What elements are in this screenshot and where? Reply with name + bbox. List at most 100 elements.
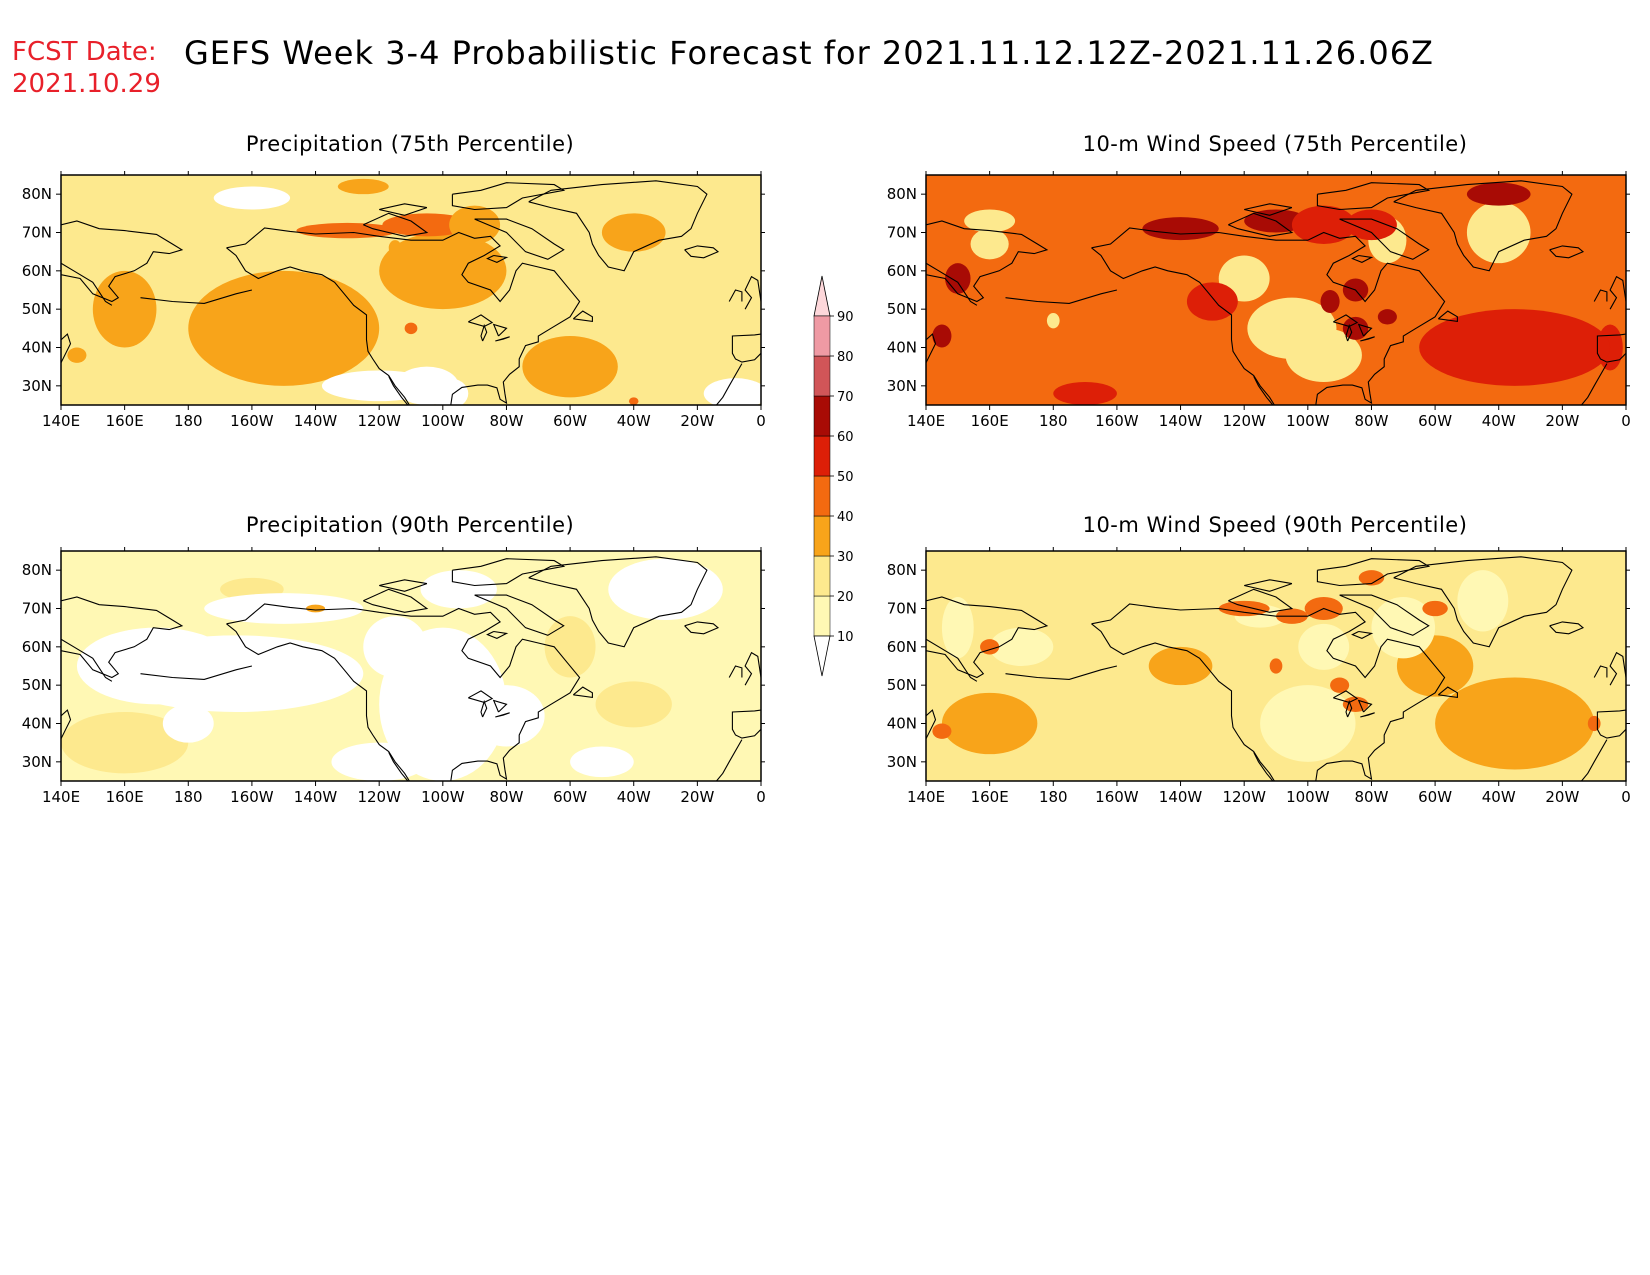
lon-tick-label: 100W bbox=[421, 788, 465, 806]
field-contour bbox=[932, 324, 952, 348]
field-contour bbox=[388, 240, 402, 256]
coastline bbox=[226, 603, 581, 781]
coastline bbox=[1244, 579, 1293, 592]
coastline bbox=[495, 712, 510, 718]
field-contour bbox=[363, 616, 427, 678]
field-contour bbox=[1466, 182, 1531, 206]
lat-tick-label: 30N bbox=[887, 753, 917, 771]
coastline bbox=[1339, 594, 1430, 636]
coastline bbox=[495, 336, 510, 342]
lon-tick-label: 180 bbox=[1039, 412, 1068, 430]
coastline bbox=[528, 556, 708, 648]
coastline bbox=[1593, 665, 1608, 678]
lat-tick-label: 80N bbox=[22, 561, 52, 579]
lat-tick-label: 70N bbox=[22, 600, 52, 618]
lon-tick-label: 100W bbox=[1286, 412, 1330, 430]
map-panel-wind90: 140E 160E 180 160W 140W 120W 100W 80W 60W 40W 20W 0… bbox=[887, 547, 1631, 806]
coastline bbox=[363, 588, 429, 613]
field-contour bbox=[522, 336, 618, 398]
lon-tick-label: 40W bbox=[617, 788, 651, 806]
field-contour bbox=[213, 186, 291, 210]
field-contour bbox=[92, 270, 157, 348]
field-contour bbox=[964, 209, 1016, 233]
lon-tick-label: 160W bbox=[1095, 412, 1139, 430]
coastline bbox=[226, 623, 410, 781]
coastline bbox=[1437, 310, 1458, 323]
map-frame bbox=[60, 550, 762, 782]
colorbar-label: 80 bbox=[837, 350, 854, 365]
field-contour bbox=[1260, 685, 1356, 762]
coastline bbox=[731, 333, 761, 363]
colorbar-label: 40 bbox=[837, 510, 854, 525]
lon-tick-label: 80W bbox=[1354, 412, 1388, 430]
coastline bbox=[1091, 603, 1446, 781]
coastline bbox=[480, 699, 488, 718]
coastlines bbox=[926, 556, 1626, 781]
lon-tick-label: 60W bbox=[1418, 412, 1452, 430]
coastline bbox=[1596, 709, 1626, 739]
coastline bbox=[226, 227, 581, 405]
field-contour bbox=[1587, 715, 1601, 732]
coastline bbox=[1228, 588, 1294, 613]
lon-tick-label: 180 bbox=[1039, 788, 1068, 806]
field-contour bbox=[1186, 282, 1238, 321]
lon-tick-label: 160W bbox=[230, 788, 274, 806]
lon-tick-label: 20W bbox=[680, 412, 714, 430]
coastline bbox=[1228, 212, 1294, 237]
coastline bbox=[1333, 314, 1359, 327]
field-contour bbox=[331, 742, 427, 781]
coastline bbox=[1244, 203, 1293, 216]
field-contour bbox=[1053, 382, 1117, 405]
coastline bbox=[1345, 699, 1353, 718]
field-contour bbox=[1320, 290, 1340, 313]
lat-tick-label: 40N bbox=[22, 715, 52, 733]
lon-tick-label: 0 bbox=[1621, 412, 1631, 430]
coastline bbox=[451, 558, 566, 587]
lon-tick-label: 160E bbox=[106, 412, 144, 430]
lon-tick-label: 160W bbox=[230, 412, 274, 430]
coastline bbox=[528, 180, 708, 272]
coastline bbox=[684, 621, 720, 635]
coastline bbox=[480, 323, 488, 342]
lon-tick-label: 120W bbox=[357, 788, 401, 806]
field-contour bbox=[452, 255, 466, 271]
field-contour bbox=[601, 213, 666, 252]
coastline bbox=[684, 245, 720, 259]
coastline bbox=[926, 220, 1049, 303]
field-contour bbox=[306, 604, 326, 613]
coastline bbox=[1549, 245, 1585, 259]
lon-tick-label: 20W bbox=[1545, 788, 1579, 806]
field-contour bbox=[296, 222, 399, 239]
coastline bbox=[572, 310, 593, 323]
colorbar-label: 10 bbox=[837, 630, 854, 645]
lat-tick-label: 50N bbox=[22, 300, 52, 318]
lat-tick-label: 60N bbox=[887, 638, 917, 656]
field-contour bbox=[970, 228, 1009, 260]
field-contour bbox=[337, 178, 389, 195]
lon-tick-label: 120W bbox=[1222, 788, 1266, 806]
coastline bbox=[61, 220, 184, 303]
lon-tick-label: 140W bbox=[294, 412, 338, 430]
lon-tick-label: 160E bbox=[971, 788, 1009, 806]
coastline bbox=[1333, 690, 1359, 703]
coastline bbox=[474, 594, 565, 636]
coastline bbox=[1393, 180, 1573, 272]
coastline bbox=[379, 203, 428, 216]
field-contour bbox=[430, 378, 469, 405]
field-contour bbox=[468, 685, 545, 747]
colorbar-label: 60 bbox=[837, 430, 854, 445]
map-panel-wind75: 140E 160E 180 160W 140W 120W 100W 80W 60W 40W 20W 0… bbox=[887, 171, 1631, 430]
coastline bbox=[363, 212, 429, 237]
coastline bbox=[486, 254, 509, 264]
field-contour bbox=[544, 616, 596, 678]
coastline bbox=[1091, 247, 1275, 405]
coastline bbox=[1593, 289, 1608, 302]
coastline bbox=[1253, 752, 1274, 781]
coastline bbox=[926, 638, 978, 682]
coastline bbox=[474, 218, 565, 260]
probability-field bbox=[926, 175, 1626, 405]
panel-title-wind75: 10-m Wind Speed (75th Percentile) bbox=[1082, 132, 1468, 156]
coastline bbox=[388, 376, 409, 405]
colorbar-segment bbox=[813, 595, 831, 637]
field-contour bbox=[1330, 677, 1350, 693]
